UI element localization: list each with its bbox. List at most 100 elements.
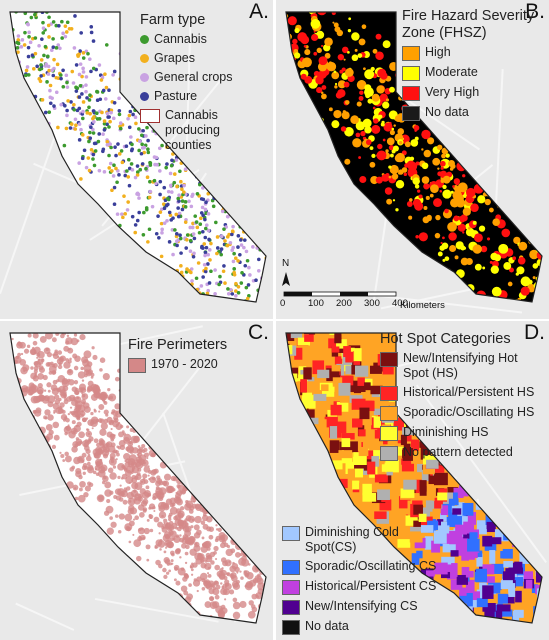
hotspot-cell <box>355 465 364 478</box>
fire-perimeter <box>76 441 82 447</box>
farm-dot <box>168 183 173 188</box>
legend-label: Historical/Persistent HS <box>403 385 535 399</box>
hazard-zone <box>509 267 514 273</box>
hotspot-cell <box>377 489 390 501</box>
legend-title: Farm type <box>140 12 206 28</box>
legend-label: Sporadic/Oscillating CS <box>305 559 437 573</box>
hotspot-cell <box>405 515 418 526</box>
hazard-zone <box>333 22 339 28</box>
fire-perimeter <box>76 396 80 400</box>
hotspot-cell <box>412 500 423 509</box>
farm-dot <box>137 127 141 131</box>
legend-swatch <box>380 352 398 367</box>
fire-perimeter <box>201 536 205 540</box>
fire-perimeter <box>3 368 7 372</box>
farm-dot <box>86 52 90 56</box>
legend-item: Very High <box>402 85 548 101</box>
fire-perimeter <box>118 431 124 438</box>
farm-dot <box>140 162 145 166</box>
farm-dot <box>207 237 211 242</box>
fire-perimeter <box>128 408 133 412</box>
hazard-zone <box>412 198 422 208</box>
fire-perimeter <box>96 494 105 503</box>
fire-perimeter <box>162 480 168 486</box>
fire-perimeter <box>86 428 89 431</box>
hotspot-cell <box>466 592 473 607</box>
farm-dot <box>117 152 122 156</box>
farm-dot <box>211 204 216 209</box>
hazard-zone <box>286 44 289 51</box>
hazard-zone <box>354 48 358 52</box>
legend-label: Diminishing Cold Spot(CS) <box>305 525 399 554</box>
hotspot-cell <box>454 463 463 477</box>
fire-perimeter <box>73 456 81 465</box>
farm-dot <box>103 97 108 101</box>
hazard-zone <box>337 80 346 89</box>
fire-perimeter <box>83 491 89 498</box>
farm-dot <box>174 212 179 217</box>
hazard-zone <box>352 138 362 148</box>
farm-dot <box>25 65 30 69</box>
farm-dot <box>206 288 210 293</box>
fire-perimeter <box>253 630 258 635</box>
farm-dot <box>63 103 67 108</box>
fire-perimeter <box>137 445 141 448</box>
fire-perimeter <box>148 503 156 510</box>
fire-perimeter <box>256 621 262 623</box>
farm-dot <box>195 192 200 196</box>
legend-item: New/Intensifying Hot Spot (HS) <box>380 351 546 381</box>
fire-perimeter <box>107 388 111 392</box>
farm-dot <box>81 100 86 104</box>
fire-perimeter <box>163 557 170 564</box>
fire-perimeter <box>103 510 110 516</box>
hazard-zone <box>293 52 301 59</box>
fire-perimeter <box>63 361 71 369</box>
farm-dot <box>183 220 188 224</box>
farm-dot <box>196 261 201 265</box>
fire-perimeter <box>178 522 186 530</box>
legend-item: Moderate <box>402 65 548 81</box>
farm-dot <box>144 166 148 171</box>
farm-dot <box>61 68 65 73</box>
fire-perimeter <box>93 408 96 411</box>
hazard-zone <box>363 67 366 71</box>
farm-dot <box>4 17 8 21</box>
farm-dot <box>183 167 188 171</box>
farm-dot <box>162 221 167 225</box>
hazard-zone <box>388 145 395 151</box>
fire-perimeter <box>123 453 131 461</box>
hotspot-cell <box>354 365 369 377</box>
hotspot-cell <box>360 400 375 412</box>
farm-dot <box>81 66 85 71</box>
hotspot-cell <box>308 333 316 335</box>
farm-dot <box>182 183 186 188</box>
farm-dot <box>249 228 253 233</box>
hotspot-cell <box>462 502 474 516</box>
farm-dot <box>47 68 51 73</box>
hazard-zone <box>394 114 402 123</box>
fire-perimeter <box>188 509 194 514</box>
hazard-zone <box>358 156 362 160</box>
fire-perimeter <box>178 471 182 475</box>
fire-perimeter <box>32 340 38 346</box>
fire-perimeter <box>93 452 100 459</box>
farm-dot <box>183 289 188 294</box>
hotspot-cell <box>288 367 299 379</box>
farm-dot <box>239 238 243 242</box>
farm-dot <box>52 0 56 4</box>
farm-dot <box>1 43 5 47</box>
farm-dot <box>129 148 134 153</box>
hotspot-cell <box>484 632 494 640</box>
farm-dot <box>138 167 143 172</box>
farm-dot <box>152 155 157 159</box>
farm-dot <box>177 211 182 216</box>
farm-dot <box>48 83 53 88</box>
hazard-zone <box>472 234 475 237</box>
fire-perimeter <box>208 534 214 540</box>
farm-dot <box>179 264 183 268</box>
fire-perimeter <box>12 395 19 402</box>
fire-perimeter <box>174 514 182 521</box>
farm-dot <box>30 53 35 58</box>
farm-dot <box>84 89 88 94</box>
road <box>376 294 523 314</box>
